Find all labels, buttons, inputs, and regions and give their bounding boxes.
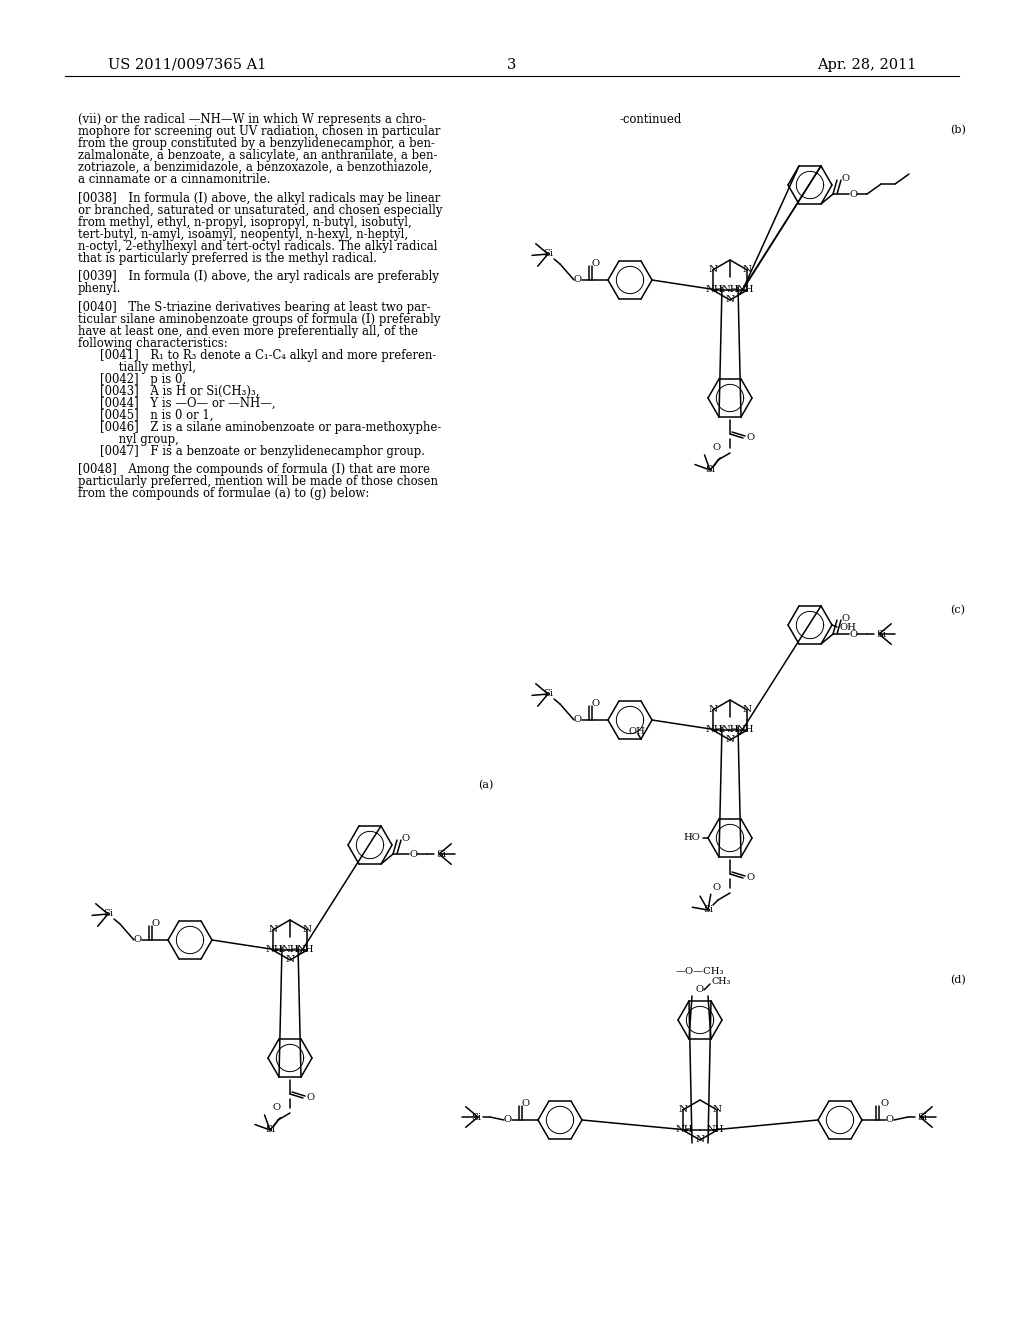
Text: n-octyl, 2-ethylhexyl and tert-octyl radicals. The alkyl radical: n-octyl, 2-ethylhexyl and tert-octyl rad… — [78, 240, 437, 252]
Text: [0039] In formula (I) above, the aryl radicals are preferably: [0039] In formula (I) above, the aryl ra… — [78, 271, 439, 284]
Text: O: O — [573, 715, 582, 725]
Text: N: N — [709, 705, 717, 714]
Text: NH: NH — [707, 1125, 724, 1134]
Text: Apr. 28, 2011: Apr. 28, 2011 — [816, 58, 916, 73]
Text: a cinnamate or a cinnamonitrile.: a cinnamate or a cinnamonitrile. — [78, 173, 270, 186]
Text: (vii) or the radical —NH—W in which W represents a chro-: (vii) or the radical —NH—W in which W re… — [78, 114, 426, 125]
Text: N: N — [678, 1106, 687, 1114]
Text: O: O — [402, 833, 410, 842]
Text: N: N — [286, 956, 295, 965]
Text: tially methyl,: tially methyl, — [100, 360, 196, 374]
Text: Si: Si — [436, 850, 446, 858]
Text: nyl group,: nyl group, — [100, 433, 179, 446]
Text: [0047] F is a benzoate or benzylidenecamphor group.: [0047] F is a benzoate or benzylidenecam… — [100, 445, 425, 458]
Text: Si: Si — [103, 909, 113, 919]
Text: —O—CH₃: —O—CH₃ — [676, 968, 724, 977]
Text: O: O — [746, 433, 755, 442]
Text: [0045] n is 0 or 1,: [0045] n is 0 or 1, — [100, 409, 213, 422]
Text: [0046] Z is a silane aminobenzoate or para-methoxyphe-: [0046] Z is a silane aminobenzoate or pa… — [100, 421, 441, 434]
Text: HO: HO — [683, 833, 700, 842]
Text: zotriazole, a benzimidazole, a benzoxazole, a benzothiazole,: zotriazole, a benzimidazole, a benzoxazo… — [78, 161, 432, 174]
Text: Si: Si — [265, 1126, 275, 1134]
Text: O: O — [886, 1115, 894, 1125]
Text: Si: Si — [471, 1113, 481, 1122]
Text: NH: NH — [706, 285, 723, 293]
Text: OH: OH — [840, 623, 857, 631]
Text: (a): (a) — [478, 780, 494, 791]
Text: [0043] A is H or Si(CH₃)₃,: [0043] A is H or Si(CH₃)₃, — [100, 385, 259, 397]
Text: (c): (c) — [950, 605, 965, 615]
Text: NH: NH — [736, 725, 755, 734]
Text: from the group constituted by a benzylidenecamphor, a ben-: from the group constituted by a benzylid… — [78, 137, 435, 150]
Text: phenyl.: phenyl. — [78, 282, 122, 296]
Text: O: O — [713, 444, 721, 453]
Text: [0044] Y is —O— or —NH—,: [0044] Y is —O— or —NH—, — [100, 397, 275, 409]
Text: NH: NH — [706, 725, 723, 734]
Text: zalmalonate, a benzoate, a salicylate, an anthranilate, a ben-: zalmalonate, a benzoate, a salicylate, a… — [78, 149, 437, 162]
Text: that is particularly preferred is the methyl radical.: that is particularly preferred is the me… — [78, 252, 377, 264]
Text: O: O — [850, 630, 858, 639]
Text: N: N — [725, 735, 734, 744]
Text: O: O — [272, 1104, 281, 1113]
Text: NH: NH — [266, 945, 284, 953]
Text: NH: NH — [676, 1125, 693, 1134]
Text: O: O — [152, 920, 160, 928]
Text: O: O — [410, 850, 418, 858]
Text: -continued: -continued — [620, 114, 682, 125]
Text: particularly preferred, mention will be made of those chosen: particularly preferred, mention will be … — [78, 475, 438, 488]
Text: 3: 3 — [507, 58, 517, 73]
Text: O: O — [842, 173, 850, 182]
Text: O: O — [592, 700, 600, 709]
Text: (d): (d) — [950, 975, 966, 985]
Text: NH: NH — [297, 945, 314, 953]
Text: O: O — [881, 1100, 889, 1109]
Text: from methyl, ethyl, n-propyl, isopropyl, n-butyl, isobutyl,: from methyl, ethyl, n-propyl, isopropyl,… — [78, 215, 412, 228]
Text: Si: Si — [702, 906, 713, 915]
Text: Si: Si — [916, 1113, 927, 1122]
Text: NH: NH — [736, 285, 755, 293]
Text: tert-butyl, n-amyl, isoamyl, neopentyl, n-hexyl, n-heptyl,: tert-butyl, n-amyl, isoamyl, neopentyl, … — [78, 227, 409, 240]
Text: O: O — [134, 936, 142, 945]
Text: Si: Si — [543, 689, 553, 698]
Text: O: O — [696, 986, 705, 994]
Text: Si: Si — [876, 630, 886, 639]
Text: US 2011/0097365 A1: US 2011/0097365 A1 — [108, 58, 266, 73]
Text: Si: Si — [705, 466, 715, 474]
Text: O: O — [713, 883, 721, 892]
Text: [0042] p is 0,: [0042] p is 0, — [100, 372, 186, 385]
Text: O: O — [850, 190, 858, 198]
Text: N: N — [713, 1106, 722, 1114]
Text: N: N — [303, 925, 312, 935]
Text: [0048] Among the compounds of formula (I) that are more: [0048] Among the compounds of formula (I… — [78, 463, 430, 477]
Text: or branched, saturated or unsaturated, and chosen especially: or branched, saturated or unsaturated, a… — [78, 203, 442, 216]
Text: N: N — [268, 925, 278, 935]
Text: O: O — [504, 1115, 512, 1125]
Text: NH: NH — [721, 285, 738, 294]
Text: [0041] R₁ to R₃ denote a C₁-C₄ alkyl and more preferen-: [0041] R₁ to R₃ denote a C₁-C₄ alkyl and… — [100, 348, 436, 362]
Text: mophore for screening out UV radiation, chosen in particular: mophore for screening out UV radiation, … — [78, 125, 440, 139]
Text: have at least one, and even more preferentially all, of the: have at least one, and even more prefere… — [78, 325, 418, 338]
Text: [0040] The S-triazine derivatives bearing at least two par-: [0040] The S-triazine derivatives bearin… — [78, 301, 430, 314]
Text: NH: NH — [282, 945, 299, 954]
Text: [0038] In formula (I) above, the alkyl radicals may be linear: [0038] In formula (I) above, the alkyl r… — [78, 191, 440, 205]
Text: O: O — [592, 260, 600, 268]
Text: NH: NH — [721, 725, 738, 734]
Text: N: N — [709, 265, 717, 275]
Text: Si: Si — [543, 249, 553, 259]
Text: following characteristics:: following characteristics: — [78, 337, 227, 350]
Text: OH: OH — [629, 726, 645, 735]
Text: O: O — [573, 276, 582, 285]
Text: O: O — [522, 1100, 530, 1109]
Text: N: N — [725, 296, 734, 305]
Text: CH₃: CH₃ — [712, 978, 731, 986]
Text: O: O — [842, 614, 850, 623]
Text: O: O — [307, 1093, 315, 1102]
Text: N: N — [695, 1135, 705, 1144]
Text: N: N — [742, 705, 752, 714]
Text: from the compounds of formulae (a) to (g) below:: from the compounds of formulae (a) to (g… — [78, 487, 370, 500]
Text: O: O — [746, 874, 755, 883]
Text: N: N — [742, 265, 752, 275]
Text: ticular silane aminobenzoate groups of formula (I) preferably: ticular silane aminobenzoate groups of f… — [78, 313, 440, 326]
Text: (b): (b) — [950, 125, 966, 136]
